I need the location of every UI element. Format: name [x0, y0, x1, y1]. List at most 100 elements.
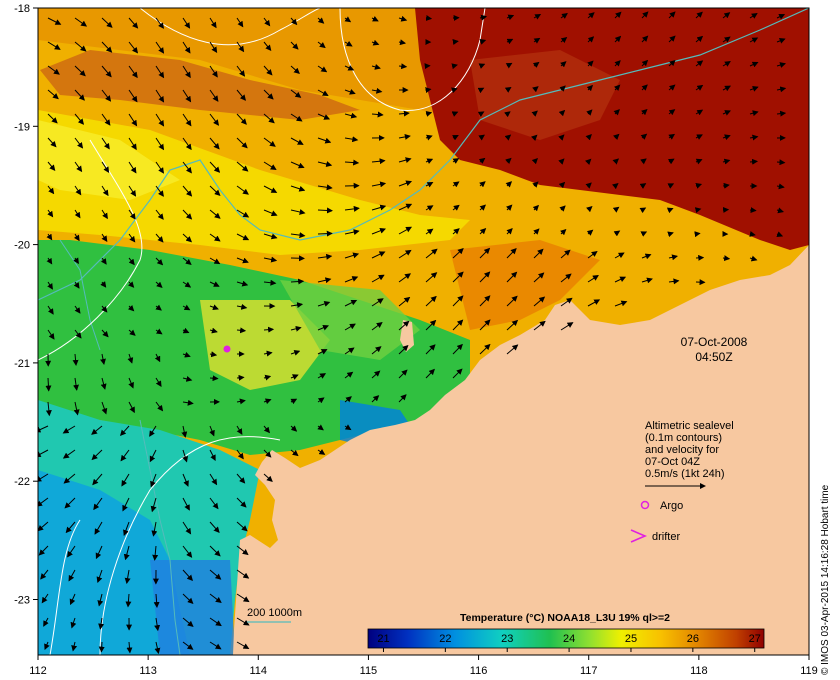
- sealevel-contour-4: [99, 436, 281, 655]
- velocity-arrow: [47, 329, 55, 340]
- velocity-arrow: [614, 300, 628, 307]
- velocity-arrow: [290, 449, 299, 457]
- legend-line-2: (0.1m contours): [645, 432, 722, 444]
- velocity-arrow: [181, 425, 188, 438]
- velocity-arrow: [95, 545, 103, 560]
- velocity-arrow: [182, 41, 191, 54]
- velocity-arrow: [98, 617, 105, 630]
- velocity-arrow: [398, 394, 407, 403]
- velocity-arrow: [612, 158, 620, 165]
- velocity-arrow: [586, 229, 594, 236]
- velocity-arrow: [263, 209, 278, 217]
- y-axis-ticks: -18 -19 -20 -21 -22 -23: [14, 3, 38, 607]
- y-tick-label: -22: [14, 476, 30, 488]
- velocity-arrow: [154, 617, 161, 632]
- velocity-arrow: [155, 233, 164, 243]
- velocity-arrow: [128, 161, 137, 174]
- velocity-arrow: [504, 111, 511, 118]
- velocity-arrow: [40, 569, 49, 580]
- velocity-arrow: [93, 497, 103, 511]
- velocity-arrow: [38, 425, 49, 433]
- bathymetry-contour-2: [59, 239, 181, 655]
- velocity-arrow: [371, 204, 387, 211]
- velocity-arrow: [317, 17, 325, 24]
- map-border: [37, 7, 810, 656]
- velocity-arrow: [317, 300, 331, 307]
- velocity-arrow: [101, 185, 109, 197]
- velocity-arrow: [722, 158, 731, 165]
- velocity-arrow: [47, 305, 54, 315]
- y-tick-label: -18: [14, 3, 30, 15]
- velocity-arrow: [47, 137, 57, 148]
- velocity-arrow: [209, 327, 218, 334]
- velocity-arrow: [290, 137, 304, 145]
- velocity-arrow: [73, 281, 80, 289]
- velocity-arrow: [559, 228, 567, 236]
- velocity-arrow: [614, 35, 622, 43]
- velocity-arrow: [47, 41, 61, 50]
- velocity-arrow: [398, 273, 411, 283]
- velocity-arrow: [612, 206, 620, 213]
- velocity-arrow: [46, 257, 53, 265]
- velocity-arrow: [613, 109, 620, 116]
- legend-line-4: 07-Oct 04Z: [645, 456, 700, 468]
- velocity-arrow: [128, 185, 137, 197]
- velocity-arrow: [371, 298, 384, 307]
- velocity-arrow: [587, 60, 594, 67]
- velocity-arrow: [45, 377, 52, 392]
- velocity-arrow: [209, 113, 220, 126]
- velocity-arrow: [641, 253, 652, 260]
- sst-blue-patch: [150, 560, 235, 655]
- y-tick-label: -21: [14, 358, 30, 370]
- velocity-arrow: [182, 185, 193, 197]
- velocity-arrow: [69, 593, 76, 606]
- velocity-arrow: [123, 521, 130, 537]
- velocity-arrow: [586, 109, 593, 116]
- velocity-arrow: [47, 281, 53, 290]
- velocity-arrow: [344, 159, 360, 166]
- velocity-arrow: [587, 274, 599, 283]
- velocity-arrow: [479, 14, 488, 21]
- velocity-arrow: [613, 230, 621, 237]
- velocity-arrow: [344, 252, 360, 259]
- velocity-arrow: [155, 209, 164, 220]
- velocity-arrow: [560, 12, 568, 19]
- velocity-arrow: [74, 17, 88, 27]
- velocity-arrow: [236, 303, 248, 310]
- credit-text: © IMOS 03-Apr-2015 14:16:28 Hobart time: [820, 484, 831, 675]
- velocity-arrow: [74, 209, 81, 219]
- velocity-arrow: [97, 593, 104, 607]
- velocity-arrow: [425, 344, 436, 355]
- velocity-arrow: [425, 248, 438, 259]
- velocity-arrow: [64, 497, 76, 509]
- velocity-arrow: [425, 368, 435, 379]
- velocity-arrow: [182, 233, 193, 243]
- velocity-arrow: [398, 249, 412, 259]
- velocity-arrow: [263, 17, 271, 27]
- velocity-arrow: [640, 231, 648, 237]
- velocity-arrow: [209, 257, 221, 265]
- sealevel-contour-2: [339, 8, 486, 111]
- velocity-arrow: [236, 113, 247, 125]
- colorbar: Temperature (°C) NOAA18_L3U 19% ql>=2 21…: [367, 612, 765, 652]
- velocity-arrow: [101, 41, 113, 53]
- velocity-arrow: [722, 134, 731, 141]
- velocity-arrow: [398, 133, 411, 140]
- velocity-arrow: [127, 353, 134, 364]
- velocity-arrow: [586, 205, 593, 213]
- velocity-arrow: [504, 134, 512, 141]
- velocity-arrow: [209, 41, 218, 54]
- sst-cyan-region: [38, 470, 190, 655]
- velocity-arrow: [479, 247, 491, 259]
- drifter-legend-icon: [630, 529, 648, 543]
- velocity-arrow: [152, 545, 159, 561]
- velocity-arrow: [504, 86, 512, 93]
- velocity-arrow: [263, 350, 273, 357]
- velocity-arrow: [128, 89, 138, 103]
- velocity-arrow: [154, 641, 161, 655]
- velocity-arrow: [452, 295, 464, 307]
- velocity-arrow: [182, 281, 192, 288]
- velocity-arrow: [317, 424, 324, 431]
- velocity-arrow: [425, 182, 434, 188]
- velocity-arrow: [371, 63, 381, 70]
